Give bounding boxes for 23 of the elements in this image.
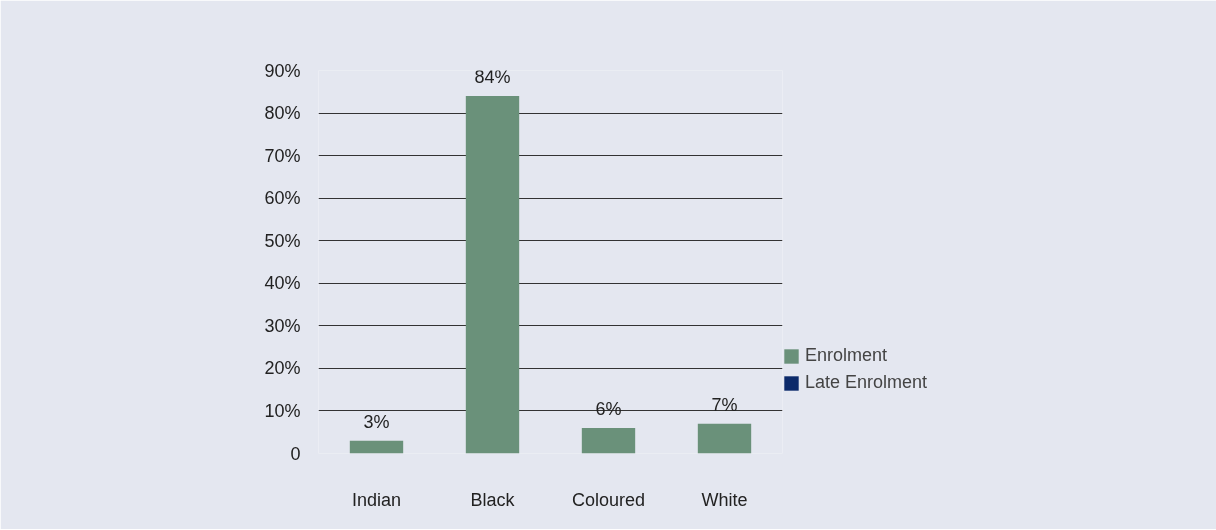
y-tick-label: 50%	[264, 230, 301, 251]
legend-label: Late Enrolment	[805, 372, 928, 393]
bar	[697, 423, 752, 454]
y-tick-label: 60%	[264, 188, 301, 209]
y-tick-label: 0	[290, 443, 301, 464]
x-tick-label: Coloured	[571, 489, 646, 510]
bar	[349, 440, 404, 454]
y-tick-label: 80%	[264, 103, 301, 124]
y-tick-label: 70%	[264, 145, 301, 166]
text: 3%	[363, 411, 390, 432]
x-tick-label: Black	[470, 489, 516, 510]
text: 84%	[474, 67, 511, 88]
y-tick-label: 40%	[264, 273, 301, 294]
bar	[581, 427, 636, 454]
x-tick-label: White	[701, 489, 748, 510]
x-tick-label: Indian	[351, 489, 402, 510]
y-tick-label: 20%	[264, 358, 301, 379]
y-tick-label: 10%	[264, 400, 301, 421]
text: 7%	[711, 394, 738, 415]
y-tick-label: 30%	[264, 315, 301, 336]
bar	[465, 96, 520, 454]
legend-label: Enrolment	[805, 345, 888, 366]
y-tick-label: 90%	[264, 60, 301, 81]
